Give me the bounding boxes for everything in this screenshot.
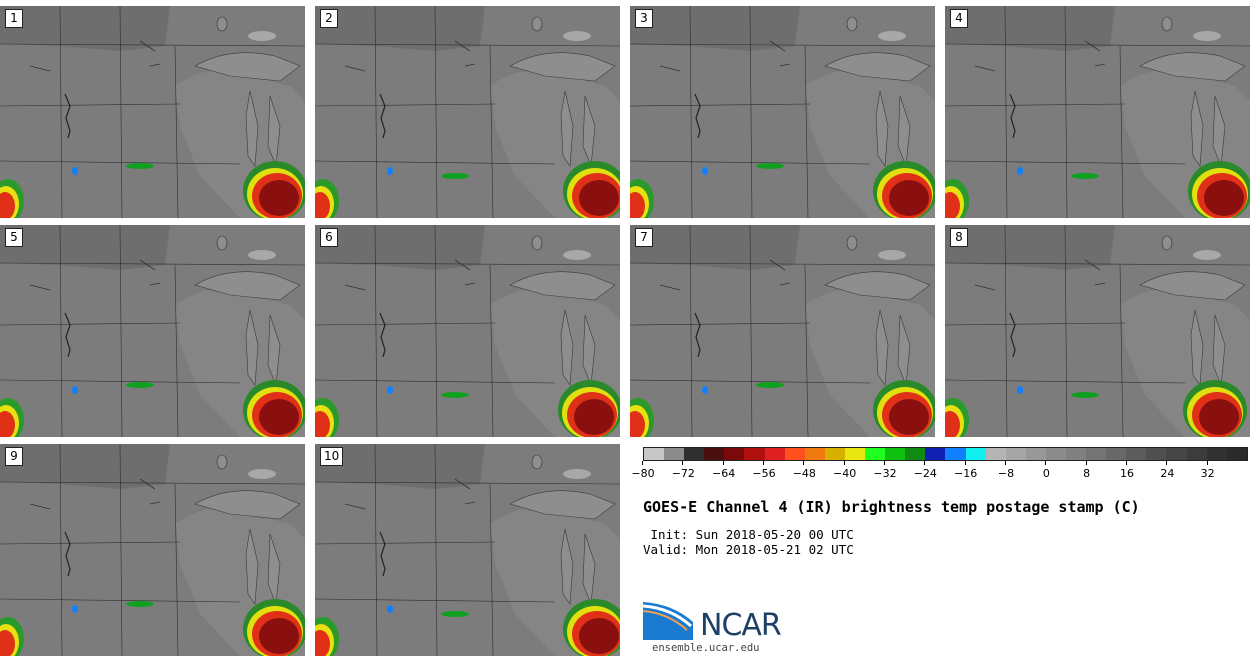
panel-label: 5: [5, 228, 23, 247]
panel-label: 8: [950, 228, 968, 247]
colorbar-segment: [664, 448, 685, 460]
colorbar-segment: [1045, 448, 1066, 460]
colorbar-segment: [945, 448, 966, 460]
colorbar-segment: [885, 448, 906, 460]
storm-reflectivity: [315, 599, 620, 656]
colorbar-segment: [865, 448, 886, 460]
storm-reflectivity: [0, 599, 305, 656]
panel-label: 10: [320, 447, 344, 466]
colorbar-tick-label: −48: [784, 461, 824, 480]
satellite-map: [0, 444, 305, 656]
map-panel-1: 1: [0, 6, 305, 218]
map-panel-7: 7: [630, 225, 935, 437]
colorbar-segment: [905, 448, 926, 460]
panel-label: 6: [320, 228, 338, 247]
colorbar: [643, 447, 1248, 461]
colorbar-segment: [1226, 448, 1247, 460]
ncar-logo-icon: [643, 602, 693, 640]
panel-label: 2: [320, 9, 338, 28]
colorbar-segment: [1086, 448, 1107, 460]
colorbar-segment: [965, 448, 986, 460]
init-time: Init: Sun 2018-05-20 00 UTC: [643, 527, 854, 542]
colorbar-segment: [1065, 448, 1087, 460]
colorbar-ticks: −80 −72 −64 −56 −48 −40 −32 −24 −16 −8 0 8 16 24 32: [631, 461, 1248, 481]
map-panel-4: 4: [945, 6, 1250, 218]
figure-title: GOES-E Channel 4 (IR) brightness temp po…: [643, 498, 1140, 516]
satellite-map: [315, 444, 620, 656]
ncar-logo-text: NCAR: [700, 608, 782, 643]
storm-reflectivity: [0, 380, 305, 437]
colorbar-segment: [684, 448, 705, 460]
map-panel-9: 9: [0, 444, 305, 656]
map-panel-5: 5: [0, 225, 305, 437]
storm-reflectivity: [630, 161, 935, 218]
satellite-map: [945, 6, 1250, 218]
colorbar-tick-label: 32: [1188, 461, 1228, 480]
storm-reflectivity: [630, 380, 935, 437]
colorbar-tick-label: −32: [865, 461, 905, 480]
storm-reflectivity: [315, 380, 620, 437]
map-panel-2: 2: [315, 6, 620, 218]
colorbar-segment: [1166, 448, 1187, 460]
satellite-map: [0, 6, 305, 218]
valid-time: Valid: Mon 2018-05-21 02 UTC: [643, 542, 854, 557]
storm-reflectivity: [945, 161, 1250, 218]
colorbar-segment: [784, 448, 805, 460]
colorbar-tick-label: −8: [986, 461, 1026, 480]
colorbar-segment: [1146, 448, 1167, 460]
colorbar-segment: [1126, 448, 1147, 460]
colorbar-segment: [764, 448, 785, 460]
colorbar-tick-label: −80: [623, 461, 663, 480]
colorbar-tick-label: −16: [946, 461, 986, 480]
website-url: ensemble.ucar.edu: [652, 642, 760, 654]
satellite-map: [315, 225, 620, 437]
colorbar-segment: [1025, 448, 1046, 460]
satellite-map: [315, 6, 620, 218]
colorbar-segment: [744, 448, 765, 460]
storm-reflectivity: [0, 161, 305, 218]
colorbar-tick-label: 16: [1107, 461, 1147, 480]
panel-label: 9: [5, 447, 23, 466]
colorbar-segment: [704, 448, 725, 460]
colorbar-tick-label: 24: [1147, 461, 1187, 480]
colorbar-tick-label: 0: [1026, 461, 1066, 480]
colorbar-segment: [824, 448, 845, 460]
panel-label: 3: [635, 9, 653, 28]
colorbar-tick-label: −64: [704, 461, 744, 480]
satellite-map: [945, 225, 1250, 437]
panel-label: 4: [950, 9, 968, 28]
colorbar-segment: [1005, 448, 1026, 460]
colorbar-tick-label: −56: [744, 461, 784, 480]
colorbar-tick-label: −40: [825, 461, 865, 480]
colorbar-tick-label: 8: [1067, 461, 1107, 480]
colorbar-segment: [1186, 448, 1207, 460]
colorbar-segment: [644, 448, 665, 460]
colorbar-segment: [1106, 448, 1127, 460]
satellite-map: [0, 225, 305, 437]
map-panel-8: 8: [945, 225, 1250, 437]
storm-reflectivity: [945, 380, 1247, 437]
colorbar-tick-label: −72: [663, 461, 703, 480]
map-panel-3: 3: [630, 6, 935, 218]
colorbar-segment: [1206, 448, 1227, 460]
colorbar-segment: [844, 448, 866, 460]
colorbar-segment: [925, 448, 946, 460]
satellite-map: [630, 225, 935, 437]
colorbar-segment: [724, 448, 745, 460]
colorbar-tick-label: −24: [905, 461, 945, 480]
map-panel-6: 6: [315, 225, 620, 437]
storm-reflectivity: [315, 161, 620, 218]
colorbar-segment: [985, 448, 1006, 460]
panel-label: 7: [635, 228, 653, 247]
satellite-map: [630, 6, 935, 218]
panel-label: 1: [5, 9, 23, 28]
colorbar-segment: [804, 448, 825, 460]
map-panel-10: 10: [315, 444, 620, 656]
